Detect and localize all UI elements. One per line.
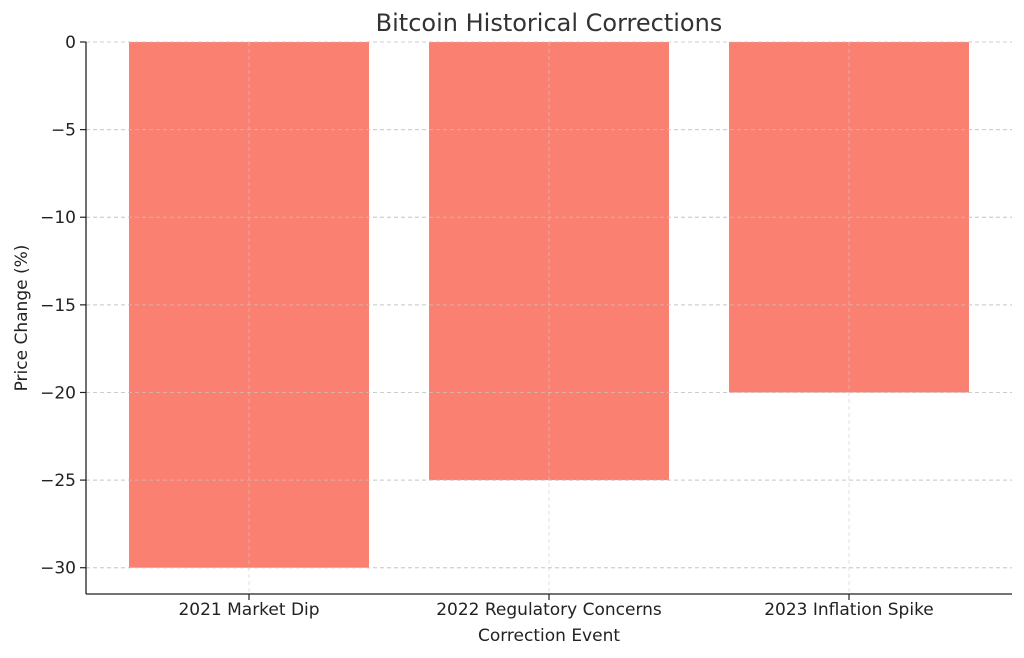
x-ticks: 2021 Market Dip 2022 Regulatory Concerns 2… [178, 594, 934, 620]
y-tick-label: −5 [51, 121, 76, 141]
y-tick-label: −15 [40, 296, 76, 316]
y-tick-label: 0 [65, 33, 76, 53]
x-tick-label: 2023 Inflation Spike [764, 600, 934, 620]
y-tick-label: −10 [40, 208, 76, 228]
x-tick-label: 2021 Market Dip [178, 600, 319, 620]
y-tick-label: −20 [40, 383, 76, 403]
y-tick-label: −25 [40, 471, 76, 491]
y-axis-label: Price Change (%) [12, 245, 32, 392]
x-tick-label: 2022 Regulatory Concerns [436, 600, 662, 620]
y-tick-label: −30 [40, 559, 76, 579]
y-ticks: 0 −5 −10 −15 −20 −25 −30 [40, 33, 86, 579]
x-axis-label: Correction Event [478, 626, 620, 646]
chart-title: Bitcoin Historical Corrections [376, 9, 723, 37]
grid-front [86, 41, 1012, 594]
